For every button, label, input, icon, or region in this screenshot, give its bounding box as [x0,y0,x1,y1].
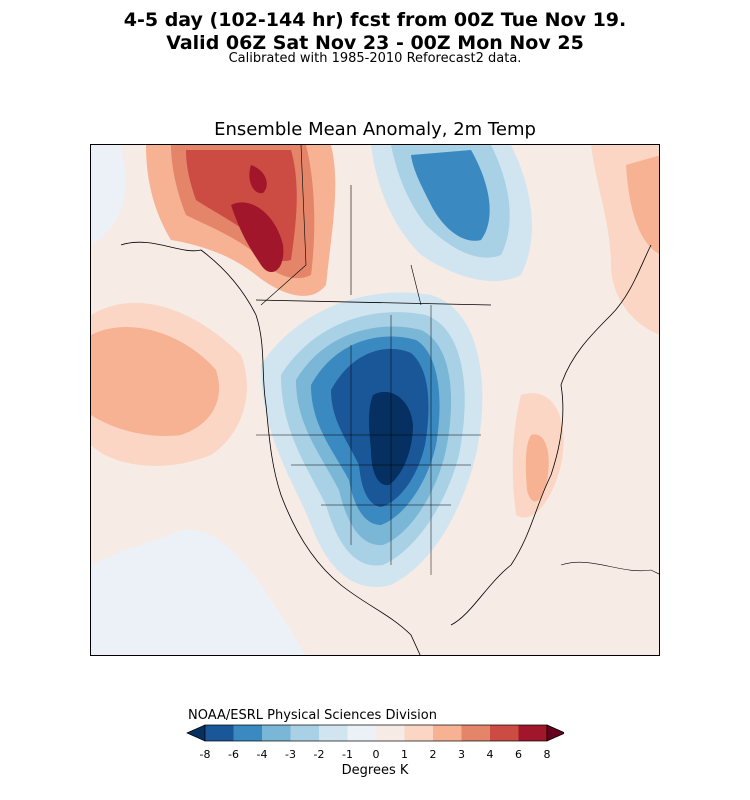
far-north-pacific-area [91,145,126,245]
map-title: Ensemble Mean Anomaly, 2m Temp [214,119,536,140]
pacific-warm-core [91,327,220,436]
atlantic-warm-core [626,155,659,254]
colorbar-tick-label: -2 [313,748,325,761]
east-coastline [450,244,652,626]
colorbar [186,724,564,742]
colorbar-segment [461,725,490,741]
colorbar-segment [376,725,405,741]
province-borders [260,145,422,306]
anomaly-map [90,144,660,656]
us-canada-border [255,299,492,306]
plot-header-line2: Valid 06Z Sat Nov 23 - 00Z Mon Nov 25 [166,32,584,54]
pacific-cool-area [91,529,306,655]
colorbar-tick-label: 0 [372,748,380,761]
colorbar-segment [319,725,348,741]
colorbar-tick-label: 8 [543,748,551,761]
colorbar-frame [204,724,548,742]
colorbar-segment [404,725,433,741]
state-borders [256,305,481,575]
colorbar-segment [518,725,547,741]
credit-text: NOAA/ESRL Physical Sciences Division [188,708,437,723]
colorbar-extend-low [186,724,206,742]
colorbar-tick-label: 1 [401,748,408,761]
plot-header-line1: 4-5 day (102-144 hr) fcst from 00Z Tue N… [123,9,627,31]
anomaly-map-canvas [91,145,659,655]
colorbar-segment [233,725,262,741]
colorbar-segment [433,725,462,741]
caribbean-outline [560,561,659,575]
west-coastline [120,241,421,655]
colorbar-tick-label: -6 [228,748,239,761]
plot-subtitle: Calibrated with 1985-2010 Reforecast2 da… [228,51,522,66]
east-coast-warm-core [525,434,549,502]
colorbar-tick-label: 4 [486,748,494,761]
colorbar-tick-label: -8 [199,748,211,761]
yukon-warm-max [231,202,284,273]
colorbar-segment [262,725,291,741]
colorbar-tick-label: 2 [429,748,437,761]
colorbar-tick-label: -1 [342,748,353,761]
colorbar-tick-label: -4 [256,748,268,761]
colorbar-extend-high [546,724,564,742]
colorbar-tick-label: 3 [458,748,465,761]
colorbar-label: Degrees K [341,763,409,778]
arctic-cold-core [411,150,490,241]
colorbar-segment [490,725,519,741]
north-warm-max [249,165,267,194]
colorbar-segment [290,725,319,741]
colorbar-tick-label: 6 [515,748,522,761]
colorbar-tick-label: -3 [285,748,296,761]
colorbar-segment [205,725,234,741]
colorbar-segment [347,725,376,741]
